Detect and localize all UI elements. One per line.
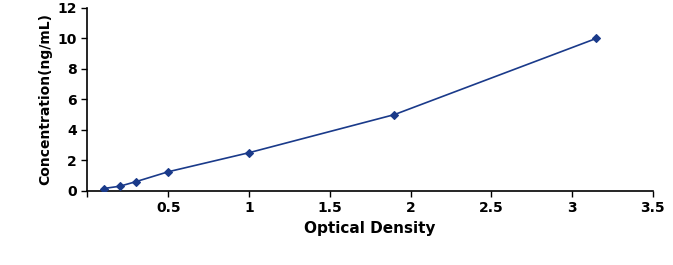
X-axis label: Optical Density: Optical Density [304,221,436,236]
Y-axis label: Concentration(ng/mL): Concentration(ng/mL) [38,13,52,185]
